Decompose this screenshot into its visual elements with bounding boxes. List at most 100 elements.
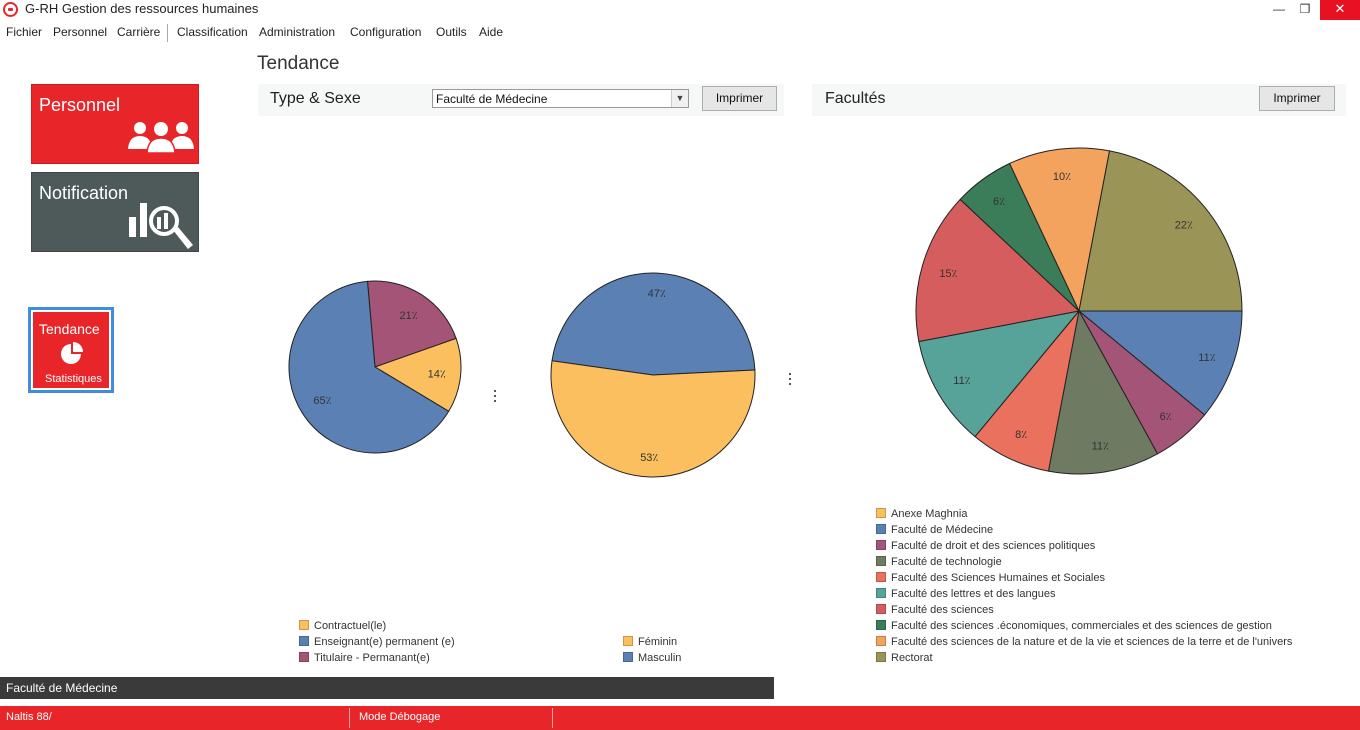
menu-aide[interactable]: Aide <box>479 25 504 39</box>
legend-swatch <box>876 620 886 630</box>
faculty-select[interactable]: Faculté de Médecine ▼ <box>432 89 689 108</box>
legend-item: Faculté de droit et des sciences politiq… <box>876 540 1095 552</box>
menu-configuration[interactable]: Configuration <box>350 25 422 39</box>
legend-item: Contractuel(le) <box>299 620 386 632</box>
pie-slice <box>915 198 1081 343</box>
legend-swatch <box>876 540 886 550</box>
type-sexe-title: Type & Sexe <box>270 90 361 107</box>
title-bar: G-RH Gestion des ressources humaines — ❐… <box>0 0 1360 20</box>
status-mode: Mode Débogage <box>359 711 441 723</box>
current-faculty-bar: Faculté de Médecine <box>0 677 774 699</box>
legend-swatch <box>623 636 633 646</box>
legend-item: Faculté de technologie <box>876 556 1002 568</box>
users-group-icon <box>128 122 194 154</box>
tendance-tile[interactable]: Tendance Statistiques <box>28 307 114 393</box>
minimize-button[interactable]: — <box>1273 2 1285 16</box>
legend-item: Faculté des sciences de la nature et de … <box>876 636 1292 648</box>
pie-slice <box>288 280 450 454</box>
facultes-header: Facultés <box>812 84 1346 116</box>
pie-slice-label: 15٪ <box>939 268 957 280</box>
legend-swatch <box>876 572 886 582</box>
legend-item: Masculin <box>623 652 681 664</box>
pie-slice-label: 10٪ <box>1053 171 1071 183</box>
legend-swatch <box>876 508 886 518</box>
legend-item: Enseignant(e) permanent (e) <box>299 636 455 648</box>
maximize-button[interactable]: ❐ <box>1299 2 1311 16</box>
splitter-handle[interactable] <box>494 390 497 405</box>
current-faculty-label: Faculté de Médecine <box>6 681 118 695</box>
print-facultes-button[interactable]: Imprimer <box>1259 86 1335 111</box>
legend-swatch <box>299 652 309 662</box>
menu-bar: Fichier Personnel Carrière Classificatio… <box>0 22 1360 44</box>
legend-swatch <box>876 524 886 534</box>
pie-slice-label: 47٪ <box>648 288 666 300</box>
pie-slice-label: 11٪ <box>1092 440 1109 452</box>
notification-tile[interactable]: Notification <box>31 172 199 252</box>
facultes-title: Facultés <box>825 90 886 107</box>
pie-slice-label: 14٪ <box>428 368 446 380</box>
menu-carriere[interactable]: Carrière <box>117 25 161 39</box>
sexe-pie-chart: 47٪ 53٪ <box>550 272 756 478</box>
legend-item: Faculté des sciences <box>876 604 994 616</box>
close-button[interactable]: ✕ <box>1320 0 1360 20</box>
legend-swatch <box>876 588 886 598</box>
status-bar: Naltis 88/ Mode Débogage <box>0 706 1360 730</box>
splitter-handle[interactable] <box>789 373 792 388</box>
chevron-down-icon[interactable]: ▼ <box>671 90 688 107</box>
legend-swatch <box>299 636 309 646</box>
legend-item: Féminin <box>623 636 677 648</box>
legend-swatch <box>299 620 309 630</box>
status-user: Naltis 88/ <box>6 711 52 723</box>
pie-slice <box>366 280 457 368</box>
pie-slice <box>918 310 1081 438</box>
window-title: G-RH Gestion des ressources humaines <box>25 1 259 16</box>
menu-classification[interactable]: Classification <box>177 25 248 39</box>
personnel-tile[interactable]: Personnel <box>31 84 199 164</box>
search-chart-icon <box>129 203 193 249</box>
menu-fichier[interactable]: Fichier <box>6 25 43 39</box>
pie-slice-label: 65٪ <box>313 395 331 407</box>
menu-administration[interactable]: Administration <box>259 25 336 39</box>
legend-item: Faculté des sciences .économiques, comme… <box>876 620 1272 632</box>
legend-swatch <box>876 556 886 566</box>
menu-outils[interactable]: Outils <box>436 25 467 39</box>
type-pie-chart: 21٪ 14٪ 65٪ <box>288 280 462 454</box>
legend-item: Faculté de Médecine <box>876 524 993 536</box>
pie-slice-label: 6٪ <box>1160 411 1172 423</box>
pie-slice <box>550 360 756 478</box>
pie-slice-label: 8٪ <box>1015 429 1027 441</box>
faculty-select-value: Faculté de Médecine <box>436 92 548 106</box>
pie-slice <box>1078 150 1243 312</box>
legend-swatch <box>623 652 633 662</box>
legend-item: Faculté des Sciences Humaines et Sociale… <box>876 572 1105 584</box>
legend-item: Rectorat <box>876 652 933 664</box>
legend-item: Anexe Maghnia <box>876 508 967 520</box>
menu-personnel[interactable]: Personnel <box>53 25 108 39</box>
personnel-tile-label: Personnel <box>39 95 121 115</box>
legend-swatch <box>876 636 886 646</box>
legend-swatch <box>876 604 886 614</box>
pie-slice <box>1047 309 1159 475</box>
pie-slice-label: 21٪ <box>400 310 418 322</box>
print-type-sexe-button[interactable]: Imprimer <box>702 86 777 111</box>
legend-item: Titulaire - Permanant(e) <box>299 652 430 664</box>
pie-slice <box>1008 147 1111 313</box>
legend-swatch <box>876 652 886 662</box>
pie-slice-label: 53٪ <box>640 452 658 464</box>
pie-slice <box>551 272 756 376</box>
pie-slice-label: 6٪ <box>993 196 1005 208</box>
tendance-tile-subtitle: Statistiques <box>45 373 102 385</box>
pie-slice <box>1077 310 1243 416</box>
pie-slice-label: 11٪ <box>953 375 970 387</box>
menu-separator <box>167 24 168 42</box>
tendance-tile-label: Tendance <box>39 321 100 337</box>
pie-chart-icon <box>61 342 83 364</box>
legend-item: Faculté des lettres et des langues <box>876 588 1055 600</box>
pie-slice-label: 22٪ <box>1175 219 1193 231</box>
pie-slice <box>373 337 462 412</box>
notification-tile-label: Notification <box>39 183 129 203</box>
pie-slice-label: 11٪ <box>1198 352 1215 364</box>
app-logo-icon <box>3 2 18 17</box>
page-title: Tendance <box>257 53 340 74</box>
facultes-pie-chart: 0٪11٪6٪11٪8٪11٪15٪6٪10٪22٪ <box>915 147 1243 475</box>
